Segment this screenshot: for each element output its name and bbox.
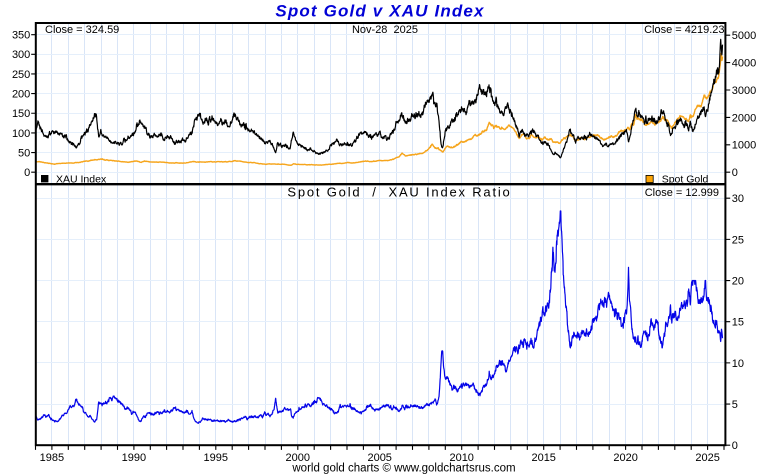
svg-text:5000: 5000: [732, 30, 756, 42]
svg-text:1990: 1990: [122, 452, 146, 464]
svg-text:2015: 2015: [531, 452, 555, 464]
svg-text:2000: 2000: [732, 112, 756, 124]
svg-text:200: 200: [12, 89, 30, 101]
svg-text:Spot Gold: Spot Gold: [662, 173, 709, 185]
svg-text:2010: 2010: [449, 452, 473, 464]
svg-text:350: 350: [12, 30, 30, 42]
svg-text:250: 250: [12, 69, 30, 81]
svg-text:0: 0: [732, 440, 738, 452]
svg-text:0: 0: [732, 167, 738, 179]
svg-text:150: 150: [12, 108, 30, 120]
svg-text:100: 100: [12, 128, 30, 140]
svg-text:Spot Gold v XAU Index: Spot Gold v XAU Index: [275, 2, 485, 21]
svg-text:2005: 2005: [367, 452, 391, 464]
svg-text:0: 0: [24, 167, 30, 179]
svg-text:300: 300: [12, 49, 30, 61]
svg-text:Close = 4219.23: Close = 4219.23: [644, 24, 724, 36]
svg-text:Close = 324.59: Close = 324.59: [45, 24, 119, 36]
svg-text:15: 15: [732, 317, 744, 329]
svg-text:2020: 2020: [613, 452, 637, 464]
svg-text:3000: 3000: [732, 85, 756, 97]
svg-text:Spot Gold / XAU Index Ratio: Spot Gold / XAU Index Ratio: [287, 185, 511, 200]
svg-text:4000: 4000: [732, 58, 756, 70]
svg-text:30: 30: [732, 193, 744, 205]
svg-text:world gold charts © www.goldch: world gold charts © www.goldchartsrus.co…: [291, 462, 515, 474]
svg-text:5: 5: [732, 399, 738, 411]
svg-text:25: 25: [732, 234, 744, 246]
svg-text:10: 10: [732, 358, 744, 370]
svg-text:XAU Index: XAU Index: [56, 173, 107, 185]
svg-text:50: 50: [18, 147, 30, 159]
svg-text:Nov-28 2025: Nov-28 2025: [352, 24, 418, 36]
svg-text:20: 20: [732, 275, 744, 287]
svg-text:2025: 2025: [695, 452, 719, 464]
svg-text:2000: 2000: [286, 452, 310, 464]
svg-text:1985: 1985: [40, 452, 64, 464]
svg-text:1000: 1000: [732, 140, 756, 152]
svg-text:Close = 12.999: Close = 12.999: [645, 187, 719, 199]
svg-text:1995: 1995: [204, 452, 228, 464]
